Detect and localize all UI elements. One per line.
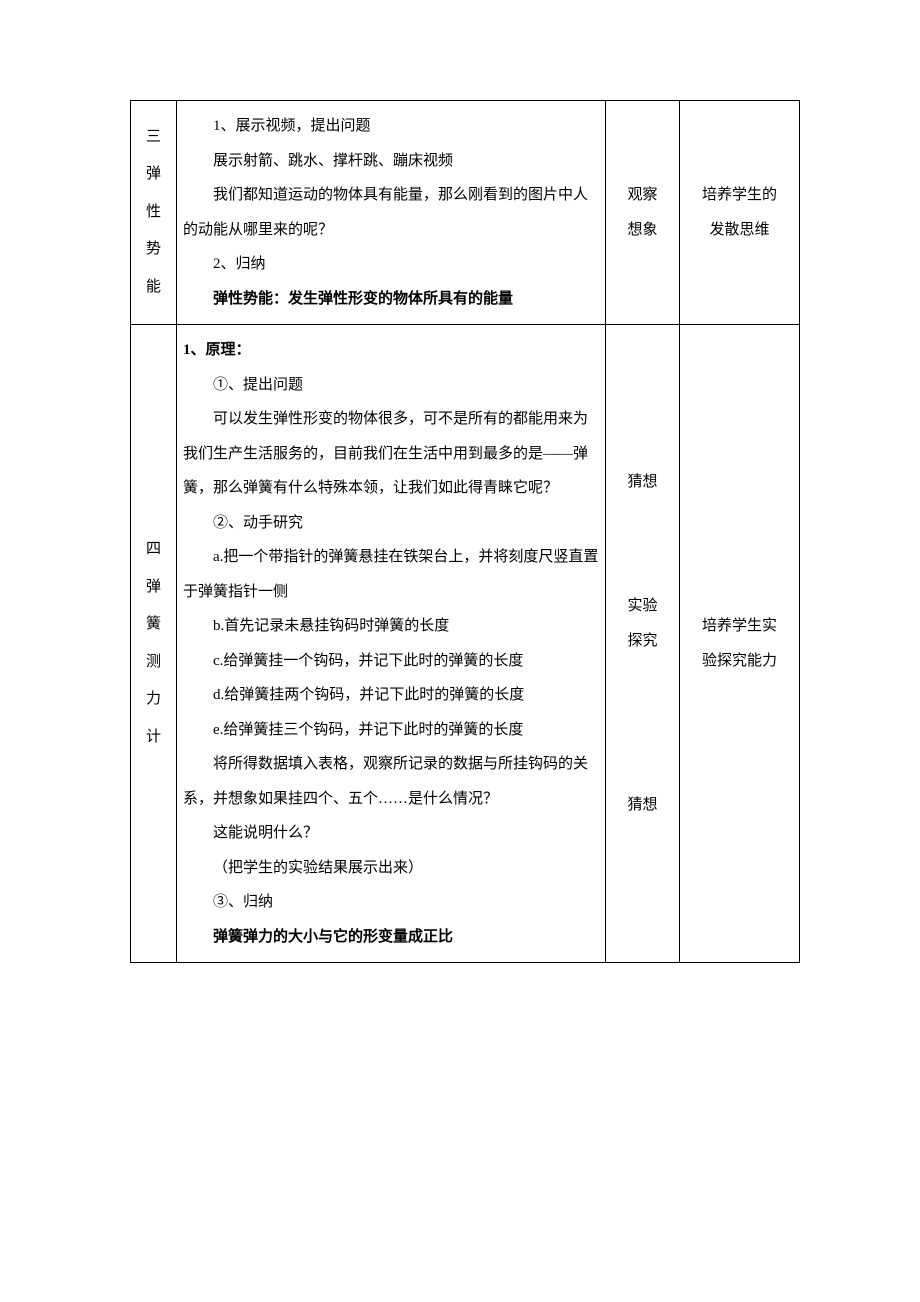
activity-text: 观察 bbox=[612, 178, 673, 213]
content-line: b.首先记录未悬挂钩码时弹簧的长度 bbox=[183, 609, 599, 644]
content-line: 展示射箭、跳水、撑杆跳、蹦床视频 bbox=[183, 144, 599, 179]
table-row: 三 弹 性 势 能 1、展示视频，提出问题 展示射箭、跳水、撑杆跳、蹦床视频 我… bbox=[131, 101, 800, 325]
content-line: a.把一个带指针的弹簧悬挂在铁架台上，并将刻度尺竖直置于弹簧指针一侧 bbox=[183, 540, 599, 609]
section-title-char: 势 bbox=[133, 231, 174, 269]
content-line: e.给弹簧挂三个钩码，并记下此时的弹簧的长度 bbox=[183, 713, 599, 748]
lesson-plan-table: 三 弹 性 势 能 1、展示视频，提出问题 展示射箭、跳水、撑杆跳、蹦床视频 我… bbox=[130, 100, 800, 963]
content-line: ②、动手研究 bbox=[183, 506, 599, 541]
document-page: 三 弹 性 势 能 1、展示视频，提出问题 展示射箭、跳水、撑杆跳、蹦床视频 我… bbox=[0, 0, 920, 1063]
section-title-char: 测 bbox=[133, 644, 174, 682]
content-line: 2、归纳 bbox=[183, 247, 599, 282]
activity-text: 猜想 bbox=[612, 788, 673, 823]
activity-text: 探究 bbox=[612, 624, 673, 659]
content-line: 这能说明什么？ bbox=[183, 816, 599, 851]
content-line: 我们都知道运动的物体具有能量，那么刚看到的图片中人的动能从哪里来的呢？ bbox=[183, 178, 599, 247]
objective-text: 验探究能力 bbox=[686, 644, 793, 679]
objective-text: 培养学生的 bbox=[686, 178, 793, 213]
content-line: ①、提出问题 bbox=[183, 368, 599, 403]
content-line: c.给弹簧挂一个钩码，并记下此时的弹簧的长度 bbox=[183, 644, 599, 679]
section-title-char: 弹 bbox=[133, 156, 174, 194]
objective-text: 培养学生实 bbox=[686, 609, 793, 644]
activity-text: 想象 bbox=[612, 213, 673, 248]
content-line: d.给弹簧挂两个钩码，并记下此时的弹簧的长度 bbox=[183, 678, 599, 713]
section-title-char: 三 bbox=[133, 119, 174, 157]
objective-cell: 培养学生的 发散思维 bbox=[680, 101, 800, 325]
activity-text: 猜想 bbox=[612, 465, 673, 500]
section-title-char: 性 bbox=[133, 194, 174, 232]
student-activity-cell: 猜想 实验 探究 猜想 bbox=[606, 325, 680, 963]
section-title-cell: 三 弹 性 势 能 bbox=[131, 101, 177, 325]
section-title-char: 力 bbox=[133, 681, 174, 719]
content-cell: 1、展示视频，提出问题 展示射箭、跳水、撑杆跳、蹦床视频 我们都知道运动的物体具… bbox=[177, 101, 606, 325]
section-title-char: 能 bbox=[133, 269, 174, 307]
content-line-bold: 弹性势能：发生弹性形变的物体所具有的能量 bbox=[183, 282, 599, 317]
section-title-char: 计 bbox=[133, 719, 174, 757]
section-title-cell: 四 弹 簧 测 力 计 bbox=[131, 325, 177, 963]
content-line: 1、展示视频，提出问题 bbox=[183, 109, 599, 144]
table-row: 四 弹 簧 测 力 计 1、原理： ①、提出问题 可以发生弹性形变的物体很多，可… bbox=[131, 325, 800, 963]
content-line: （把学生的实验结果展示出来） bbox=[183, 851, 599, 886]
content-line-bold: 1、原理： bbox=[183, 333, 599, 368]
content-line: 可以发生弹性形变的物体很多，可不是所有的都能用来为我们生产生活服务的，目前我们在… bbox=[183, 402, 599, 506]
content-cell: 1、原理： ①、提出问题 可以发生弹性形变的物体很多，可不是所有的都能用来为我们… bbox=[177, 325, 606, 963]
content-line: ③、归纳 bbox=[183, 885, 599, 920]
section-title-char: 弹 bbox=[133, 569, 174, 607]
objective-cell: 培养学生实 验探究能力 bbox=[680, 325, 800, 963]
objective-text: 发散思维 bbox=[686, 213, 793, 248]
content-line-bold: 弹簧弹力的大小与它的形变量成正比 bbox=[183, 920, 599, 955]
section-title-char: 四 bbox=[133, 531, 174, 569]
activity-text: 实验 bbox=[612, 589, 673, 624]
content-line: 将所得数据填入表格，观察所记录的数据与所挂钩码的关系，并想象如果挂四个、五个……… bbox=[183, 747, 599, 816]
section-title-char: 簧 bbox=[133, 606, 174, 644]
student-activity-cell: 观察 想象 bbox=[606, 101, 680, 325]
